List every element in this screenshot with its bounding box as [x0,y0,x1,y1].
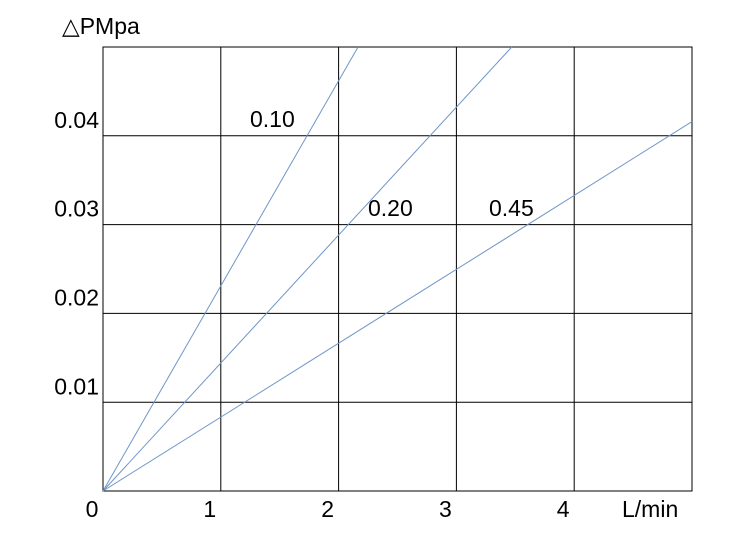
series-label: 0.20 [368,195,413,221]
series-label: 0.45 [489,195,534,221]
y-tick-label: 0.03 [54,196,99,222]
data-line [102,46,359,492]
y-tick-label: 0.01 [54,373,99,399]
data-line [102,121,693,492]
y-tick-label: 0.04 [54,107,99,133]
x-tick-label: 3 [439,496,452,522]
x-tick-label: 0 [86,496,99,522]
plot-frame [102,46,693,492]
x-tick-label: 4 [557,496,570,522]
y-tick-label: 0.02 [54,284,99,310]
x-tick-label: 1 [203,496,216,522]
x-tick-label: 2 [321,496,334,522]
y-axis-label: △PMpa [62,13,140,39]
series-label: 0.10 [250,106,295,132]
data-line [102,46,513,492]
x-axis-label: L/min [622,496,678,522]
